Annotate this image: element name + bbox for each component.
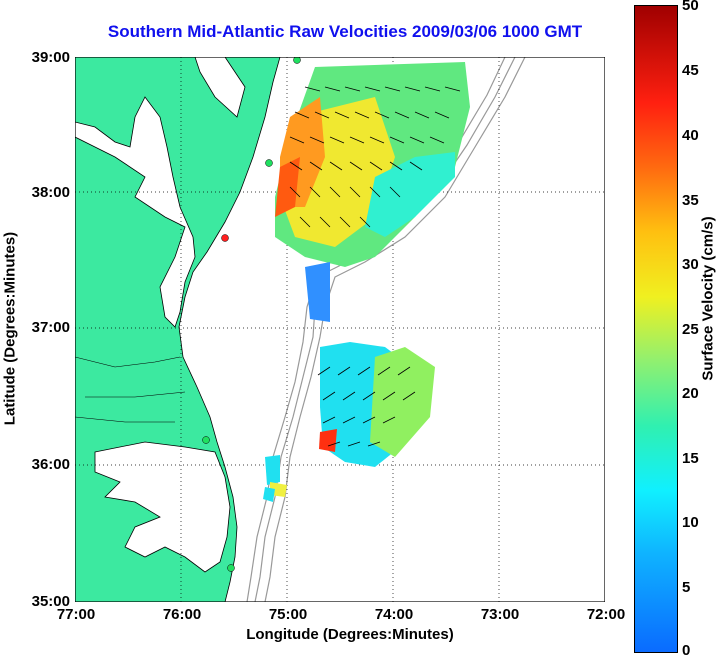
velocity-field-mid: [305, 262, 435, 467]
lat-tick-label: 37:00: [31, 319, 70, 336]
colorbar-tick-label: 25: [682, 321, 699, 338]
colorbar-tick-label: 20: [682, 385, 699, 402]
colorbar-tick-label: 5: [682, 579, 691, 596]
station-marker: [221, 234, 229, 242]
colorbar-tick-label: 0: [682, 642, 691, 659]
lat-tick-label: 38:00: [31, 184, 70, 201]
lon-tick-label: 74:00: [374, 606, 414, 623]
chesapeake-bay: [75, 96, 196, 328]
lat-tick-label: 39:00: [31, 49, 70, 66]
colorbar-title: Surface Velocity (cm/s): [699, 216, 717, 381]
lon-tick-label: 73:00: [480, 606, 520, 623]
river-channel: [75, 356, 186, 423]
map-title: Southern Mid-Atlantic Raw Velocities 200…: [107, 22, 583, 41]
colorbar-tick-label: 15: [682, 450, 699, 467]
colorbar-tick-label: 45: [682, 62, 699, 79]
lon-tick-label: 76:00: [162, 606, 202, 623]
velocity-arrows: [289, 86, 461, 447]
lon-tick-label: 72:00: [586, 606, 626, 623]
station-marker: [265, 159, 273, 167]
colorbar-tick-label: 40: [682, 127, 699, 144]
colorbar: [634, 5, 678, 653]
colorbar-tick-label: 30: [682, 256, 699, 273]
lat-tick-label: 36:00: [31, 456, 70, 473]
delaware-bay: [194, 57, 246, 118]
pamlico-sound: [94, 441, 231, 573]
velocity-field-north: [275, 62, 470, 267]
x-axis-title: Longitude (Degrees:Minutes): [246, 626, 454, 643]
lat-tick-label: 35:00: [31, 593, 70, 610]
colorbar-tick-label: 10: [682, 514, 699, 531]
map-plot: [75, 57, 605, 602]
velocity-field-south: [263, 455, 287, 502]
station-marker: [293, 57, 301, 64]
lon-tick-label: 75:00: [268, 606, 308, 623]
y-axis-title: Latitude (Degrees:Minutes): [1, 231, 19, 426]
colorbar-tick-label: 35: [682, 192, 699, 209]
station-marker: [202, 436, 210, 444]
station-marker: [227, 564, 235, 572]
lon-tick-label: 77:00: [56, 606, 96, 623]
colorbar-tick-label: 50: [682, 0, 699, 14]
